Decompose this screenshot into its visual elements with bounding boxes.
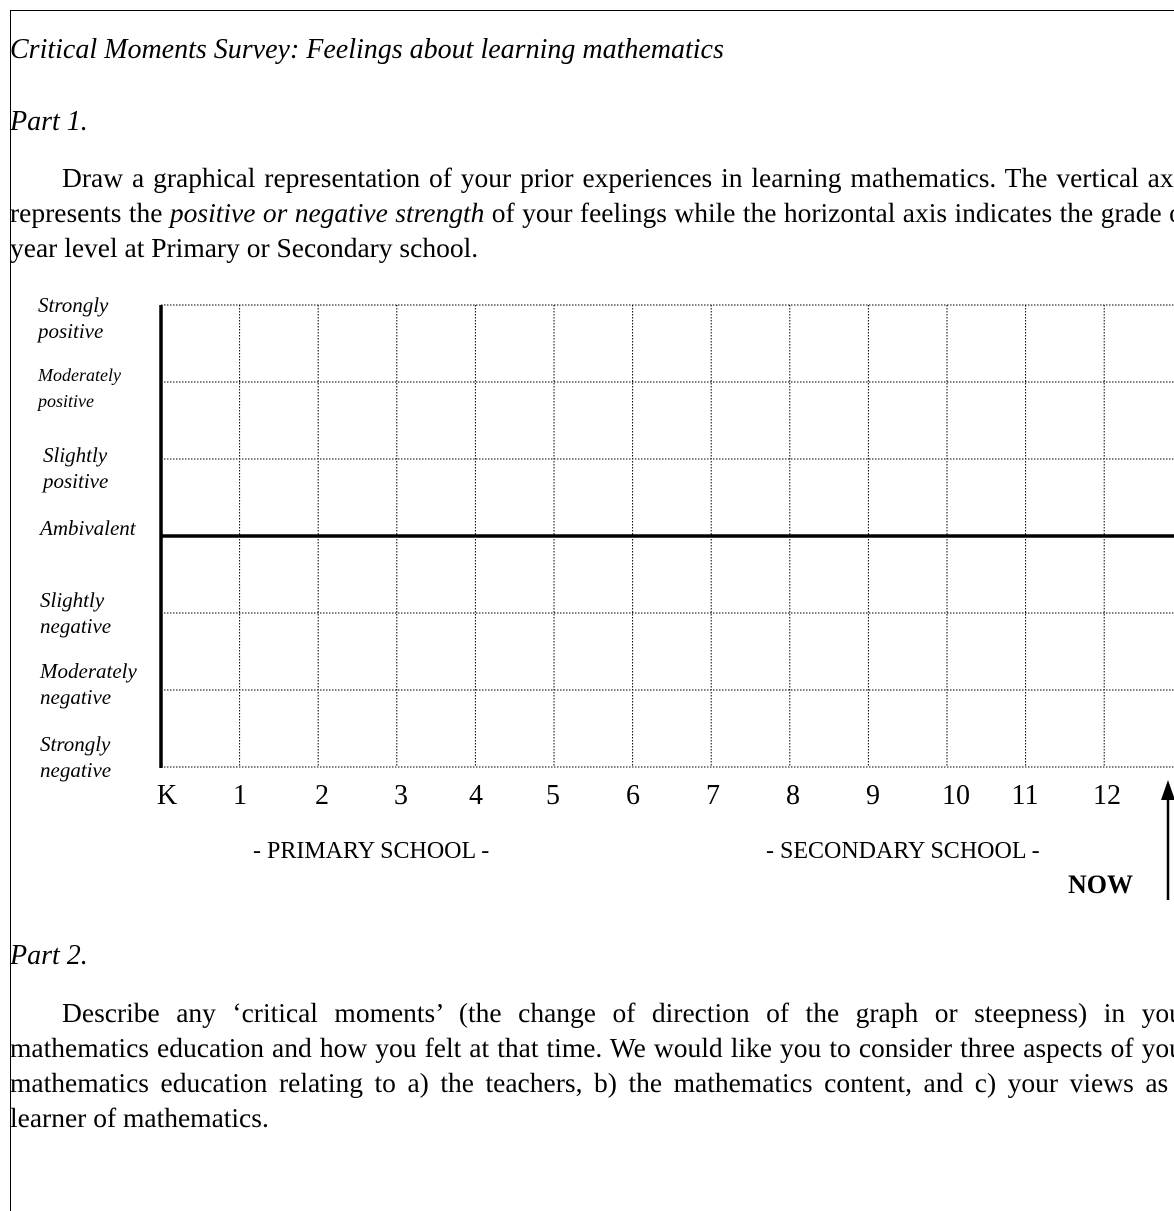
primary-label: - PRIMARY SCHOOL - <box>253 838 490 864</box>
x-label: 5 <box>546 780 560 811</box>
y-label: Strongly positive <box>38 293 109 343</box>
x-label: 8 <box>786 780 800 811</box>
x-label: 2 <box>315 780 329 811</box>
x-label: 9 <box>866 780 880 811</box>
part1-heading: Part 1. <box>10 106 88 137</box>
text: Draw a graphical representation of your … <box>10 162 1174 228</box>
part2-heading: Part 2. <box>10 940 88 971</box>
x-label: 1 <box>233 780 247 811</box>
x-label: 11 <box>1011 780 1039 811</box>
y-label: Ambivalent <box>40 516 136 540</box>
x-label: 12 <box>1093 780 1121 811</box>
y-label: Strongly negative <box>40 732 112 782</box>
arrow-head <box>1161 780 1174 800</box>
x-label: K <box>156 780 178 811</box>
y-label: Moderately positive <box>38 365 121 411</box>
x-label: 3 <box>394 780 408 811</box>
x-label: 6 <box>626 780 640 811</box>
page: Critical Moments Survey: Feelings about … <box>10 10 1174 1211</box>
x-label: 4 <box>469 780 483 811</box>
x-label: 7 <box>706 780 720 811</box>
part2-text: Describe any ‘critical moments’ (the cha… <box>10 997 1174 1133</box>
x-label: 10 <box>942 780 970 811</box>
y-label: Slightly positive <box>43 443 109 493</box>
y-label: Slightly negative <box>40 588 112 638</box>
title: Critical Moments Survey: Feelings about … <box>10 34 724 65</box>
emphasis: positive or negative strength <box>169 197 485 228</box>
text: of your feelings while the horizontal ax… <box>10 197 1174 263</box>
frame <box>10 10 1174 1211</box>
secondary-label: - SECONDARY SCHOOL - <box>766 838 1040 864</box>
now-label: NOW <box>1068 870 1133 899</box>
graph <box>159 304 1174 900</box>
part1-instructions: Draw a graphical representation of your … <box>10 160 1174 265</box>
y-label: Moderately negative <box>40 659 137 709</box>
